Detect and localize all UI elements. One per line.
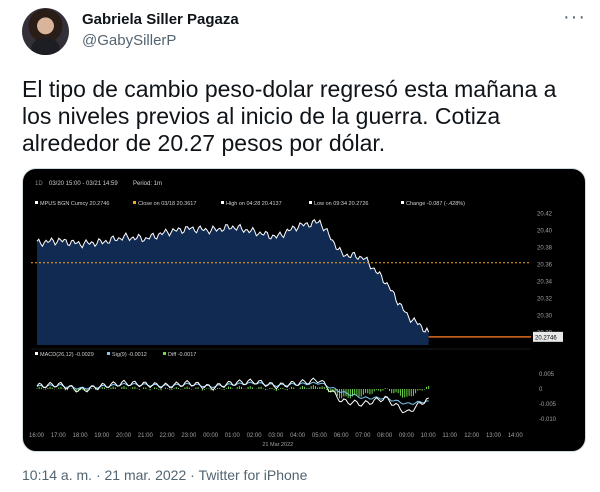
tweet-date[interactable]: 21 mar. 2022	[104, 467, 187, 483]
y-tick-label: 20.34	[537, 279, 553, 285]
x-tick-label: 22:00	[160, 433, 176, 439]
legend-label: Low on 09:34 20.2726	[314, 201, 368, 207]
chart-period-tag: 1D	[35, 181, 43, 187]
x-tick-label: 16:00	[29, 433, 45, 439]
macd-legend-label: Diff -0.0017	[168, 352, 196, 358]
y-tick-label: 20.38	[537, 245, 553, 251]
legend-swatch	[35, 201, 38, 204]
y-tick-label: 20.42	[537, 211, 553, 217]
last-value-label: 20.2746	[535, 335, 557, 341]
tweet-time[interactable]: 10:14 a. m.	[22, 467, 93, 483]
x-tick-label: 10:00	[421, 433, 437, 439]
legend-swatch	[133, 201, 136, 204]
y-tick-label: 20.32	[537, 296, 553, 302]
legend-label: MPUS BGN Cumcy 20.2746	[40, 201, 109, 207]
macd-legend-swatch	[163, 352, 166, 355]
chart-period: Period: 1m	[133, 181, 162, 187]
legend-label: Change -0.087 (-.428%)	[406, 201, 465, 207]
exchange-rate-chart: 1D 03/20 15:00 - 03/21 14:59 Period: 1m MPU…	[29, 181, 563, 448]
macd-line	[36, 377, 429, 414]
x-tick-label: 19:00	[94, 433, 110, 439]
legend-swatch	[309, 201, 312, 204]
price-area	[37, 219, 429, 345]
chart-range: 03/20 15:00 - 03/21 14:59	[49, 181, 118, 187]
x-tick-label: 07:00	[355, 433, 371, 439]
x-tick-label: 23:00	[181, 433, 197, 439]
macd-legend-label: MACD(26,12) -0.0029	[40, 352, 94, 358]
y-tick-label: 20.36	[537, 262, 553, 268]
macd-legend-label: Sig(9) -0.0012	[112, 352, 147, 358]
x-tick-label: 06:00	[334, 433, 350, 439]
x-date-label: 21 Mar 2022	[262, 442, 293, 448]
legend-swatch	[401, 201, 404, 204]
x-tick-label: 14:00	[508, 433, 524, 439]
meta-separator: ·	[95, 467, 101, 483]
macd-y-tick-label: 0	[539, 387, 543, 393]
author-name[interactable]: Gabriela Siller Pagaza	[82, 11, 239, 28]
macd-y-tick-label: 0.005	[539, 372, 555, 378]
x-tick-label: 09:00	[399, 433, 415, 439]
x-tick-label: 11:00	[442, 433, 457, 439]
y-tick-label: 20.40	[537, 228, 553, 234]
x-tick-label: 20:00	[116, 433, 132, 439]
price-line	[36, 219, 430, 333]
legend-label: High on 04:28 20.4137	[226, 201, 282, 207]
macd-legend-swatch	[35, 352, 38, 355]
x-tick-label: 18:00	[73, 433, 89, 439]
more-options-icon[interactable]: ···	[563, 6, 586, 28]
legend-label: Close on 03/18 20.3617	[138, 201, 196, 207]
x-tick-label: 01:00	[225, 433, 241, 439]
avatar[interactable]	[22, 8, 69, 55]
x-tick-label: 00:00	[203, 433, 219, 439]
x-tick-label: 12:00	[464, 433, 480, 439]
y-tick-label: 20.30	[537, 313, 553, 319]
x-tick-label: 08:00	[377, 433, 393, 439]
chart-image[interactable]: 1D 03/20 15:00 - 03/21 14:59 Period: 1m MPU…	[22, 168, 586, 452]
legend-swatch	[221, 201, 224, 204]
macd-legend-swatch	[107, 352, 110, 355]
author-handle[interactable]: @GabySillerP	[82, 32, 177, 49]
x-tick-label: 05:00	[312, 433, 328, 439]
tweet-source[interactable]: Twitter for iPhone	[198, 467, 308, 483]
tweet-meta: 10:14 a. m. · 21 mar. 2022 · Twitter for…	[22, 467, 307, 483]
last-value-badge	[533, 331, 563, 342]
x-tick-label: 02:00	[247, 433, 263, 439]
x-tick-label: 03:00	[268, 433, 284, 439]
x-tick-label: 04:00	[290, 433, 306, 439]
meta-separator: ·	[190, 467, 195, 483]
macd-y-tick-label: -0.005	[539, 402, 557, 408]
x-tick-label: 17:00	[51, 433, 67, 439]
macd-y-tick-label: -0.010	[539, 417, 557, 423]
x-tick-label: 13:00	[486, 433, 502, 439]
tweet-text: El tipo de cambio peso-dolar regresó est…	[22, 76, 557, 156]
x-tick-label: 21:00	[138, 433, 154, 439]
